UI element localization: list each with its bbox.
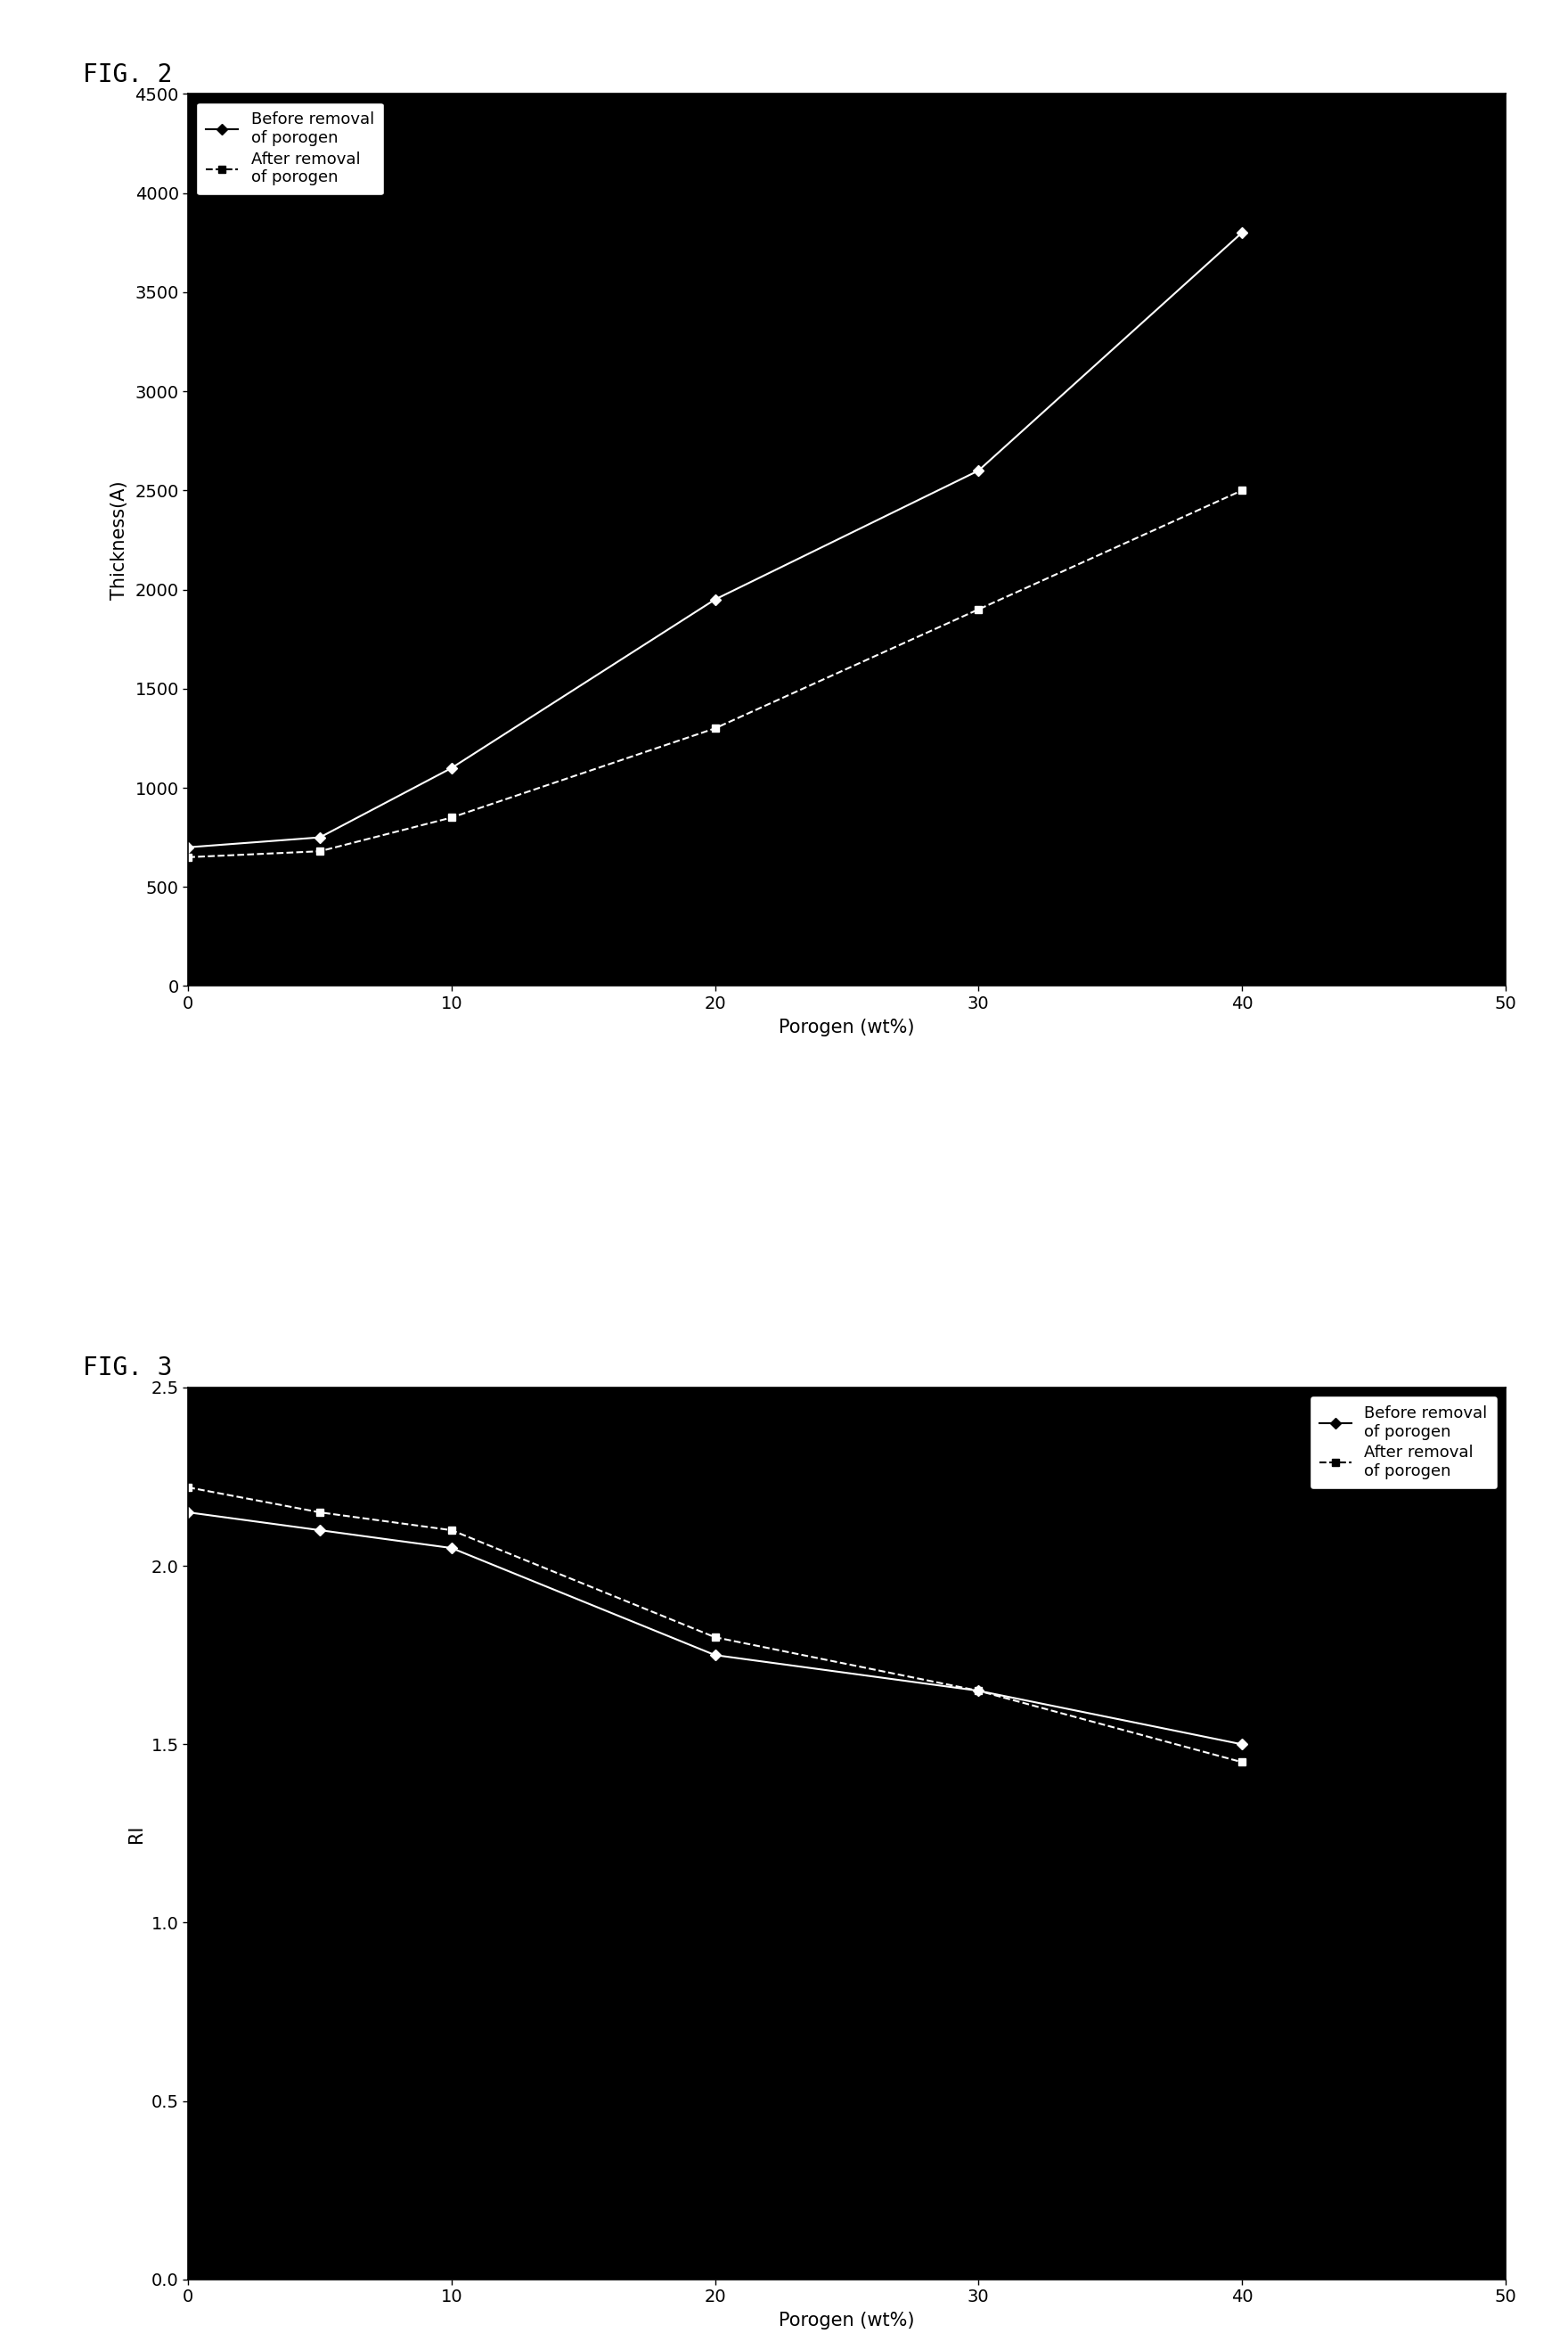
Text: FIG. 2: FIG. 2 <box>83 61 172 87</box>
X-axis label: Porogen (wt%): Porogen (wt%) <box>779 1018 914 1036</box>
Y-axis label: Thickness(A): Thickness(A) <box>111 479 129 599</box>
Legend: Before removal
of porogen, After removal
of porogen: Before removal of porogen, After removal… <box>196 101 384 195</box>
Text: FIG. 3: FIG. 3 <box>83 1356 172 1379</box>
Legend: Before removal
of porogen, After removal
of porogen: Before removal of porogen, After removal… <box>1309 1396 1497 1490</box>
X-axis label: Porogen (wt%): Porogen (wt%) <box>779 2312 914 2329</box>
Y-axis label: RI: RI <box>127 1824 144 1842</box>
